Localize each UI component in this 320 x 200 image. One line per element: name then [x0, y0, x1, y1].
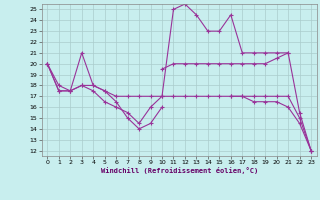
- X-axis label: Windchill (Refroidissement éolien,°C): Windchill (Refroidissement éolien,°C): [100, 167, 258, 174]
